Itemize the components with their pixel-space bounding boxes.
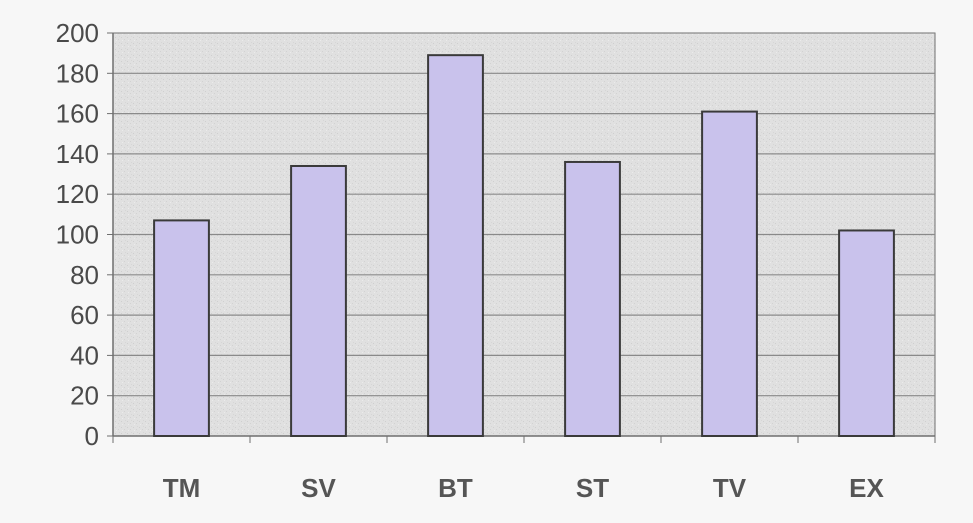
x-tick-label: TM xyxy=(163,473,201,503)
y-tick-label: 80 xyxy=(70,260,99,290)
x-tick-label: ST xyxy=(576,473,609,503)
bar-st xyxy=(564,160,621,438)
y-tick-label: 0 xyxy=(85,421,99,451)
y-tick-label: 60 xyxy=(70,300,99,330)
y-tick-labels: 0 20 40 60 80 100 120 140 160 180 200 xyxy=(56,18,99,451)
bar-bt xyxy=(427,54,484,437)
y-tick-label: 20 xyxy=(70,381,99,411)
y-tick-label: 100 xyxy=(56,220,99,250)
gridlines xyxy=(113,32,935,397)
x-tick-label: TV xyxy=(713,473,747,503)
y-tick-label: 140 xyxy=(56,139,99,169)
bar-ex xyxy=(838,229,895,437)
axes xyxy=(107,32,936,443)
x-tick-label: SV xyxy=(301,473,336,503)
y-tick-label: 160 xyxy=(56,99,99,129)
y-tick-label: 120 xyxy=(56,179,99,209)
bar-sv xyxy=(290,164,347,438)
x-tick-labels: TM SV BT ST TV EX xyxy=(163,473,885,503)
bar-tm xyxy=(153,219,210,437)
bar-tv xyxy=(701,110,758,438)
bars xyxy=(153,54,895,438)
y-tick-label: 40 xyxy=(70,340,99,370)
y-tick-label: 200 xyxy=(56,18,99,48)
x-tick-label: EX xyxy=(849,473,884,503)
x-tick-label: BT xyxy=(438,473,473,503)
y-tick-label: 180 xyxy=(56,58,99,88)
